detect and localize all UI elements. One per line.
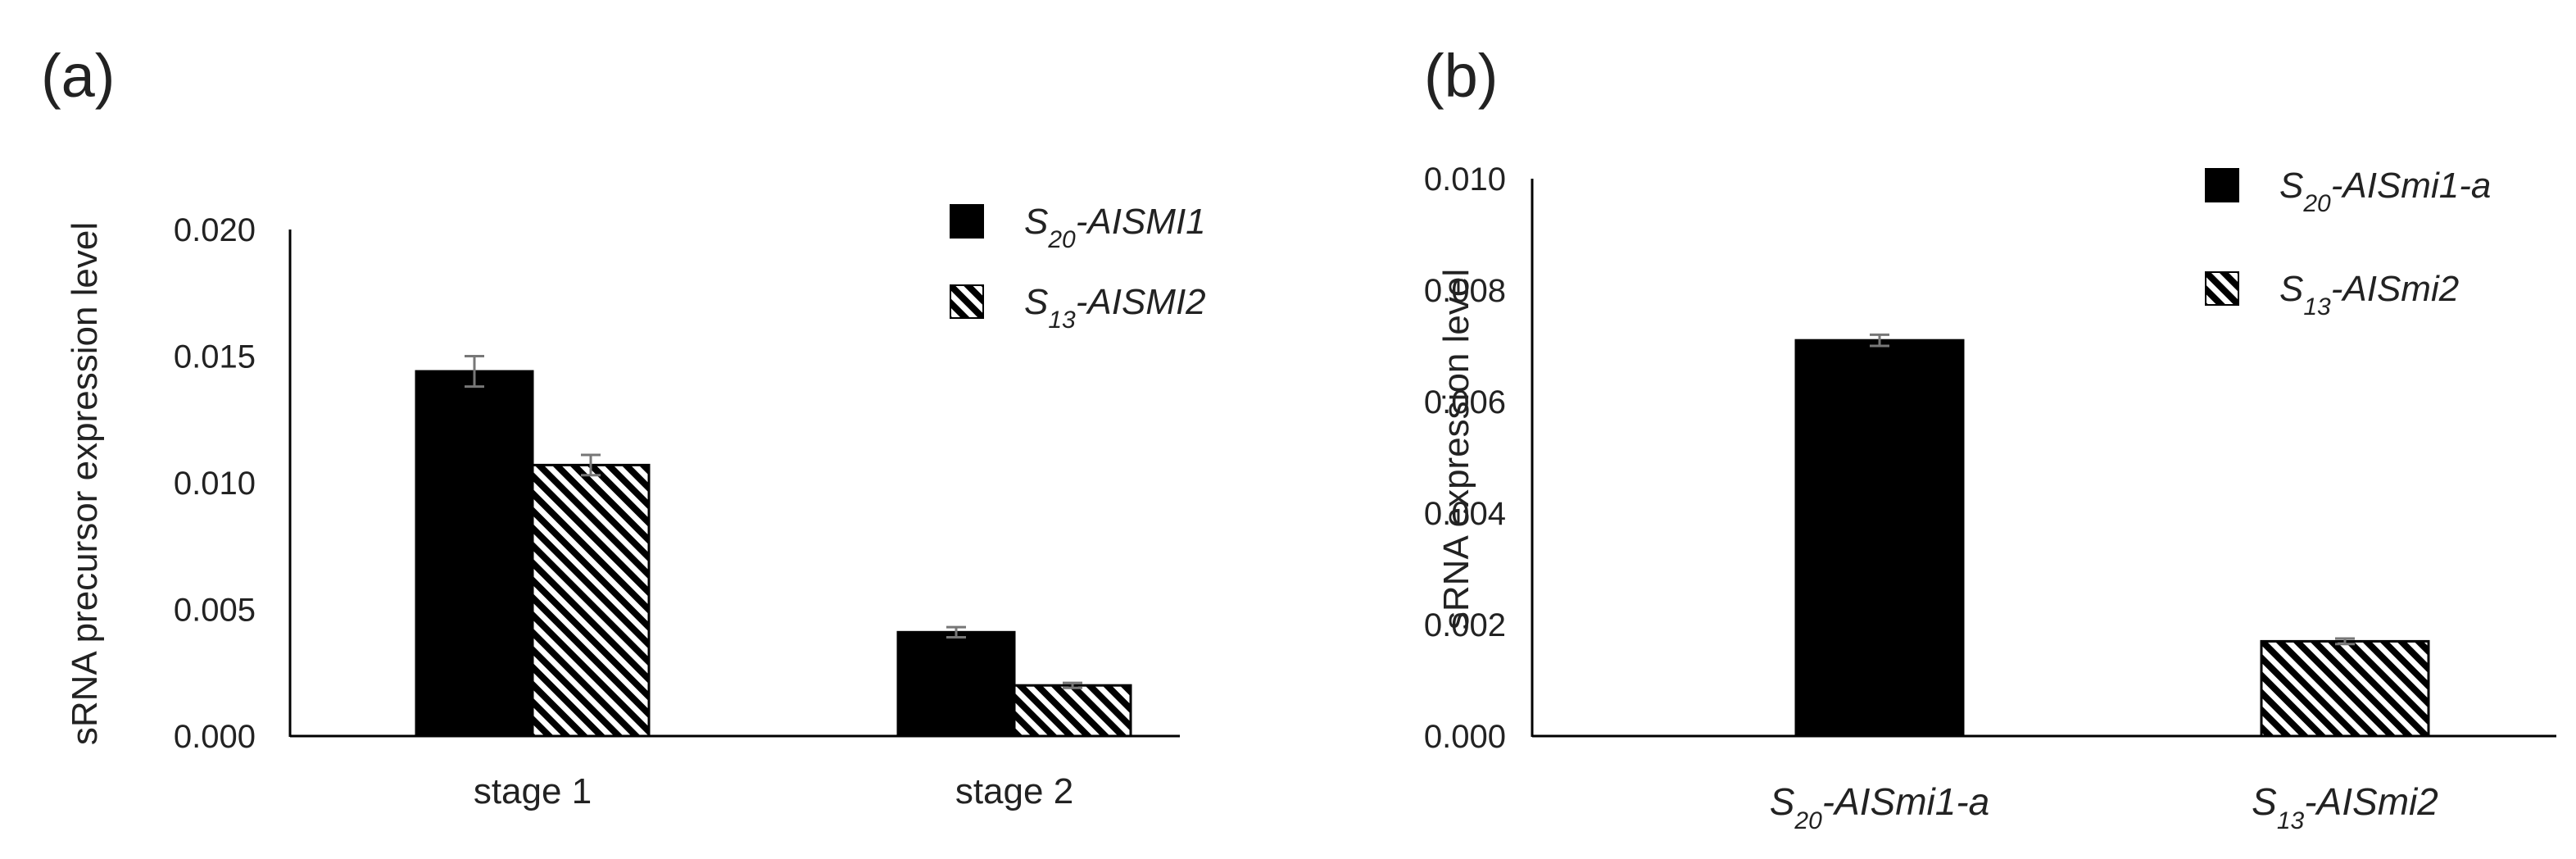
panel-b-y-axis-label: sRNA expression level <box>1436 269 1476 629</box>
panel-a-legend: S20-AISMI1 S13-AISMI2 <box>950 202 1206 334</box>
y-tick-label: 0.010 <box>1424 161 1506 198</box>
y-tick-label: 0.020 <box>174 212 256 248</box>
legend-label: S20-AISMI1 <box>1024 202 1206 253</box>
y-tick-label: 0.008 <box>1424 273 1506 309</box>
bar <box>1013 684 1132 738</box>
panel-a-y-axis-label: sRNA precursor expression level <box>65 222 105 745</box>
legend-swatch <box>2205 271 2239 306</box>
y-tick-label: 0.005 <box>174 593 256 629</box>
bar <box>531 463 651 738</box>
panel-b-bars <box>1794 333 2430 738</box>
panel-a: (a) sRNA precursor expression level 0.00… <box>41 42 1206 811</box>
panel-a-x-categories: stage 1 stage 2 <box>474 771 1073 811</box>
y-tick-label: 0.000 <box>174 719 256 755</box>
panel-a-bars <box>415 355 1132 738</box>
legend-label: S20-AISmi1-a <box>2279 166 2491 217</box>
legend-label: S13-AISmi2 <box>2279 269 2459 320</box>
x-category-label: S20-AISmi1-a <box>1770 780 1990 834</box>
panel-a-axes <box>288 230 1180 738</box>
panel-b: (b) sRNA expression level 0.0000.0020.00… <box>1424 42 2556 834</box>
x-category-label: stage 1 <box>474 771 592 811</box>
legend-swatch <box>2205 168 2239 202</box>
panel-a-letter: (a) <box>41 42 115 110</box>
panel-b-legend: S20-AISmi1-a S13-AISmi2 <box>2205 166 2491 320</box>
bar <box>896 630 1016 738</box>
y-tick-label: 0.006 <box>1424 384 1506 420</box>
panel-b-y-ticks: 0.000 0.002 0.004 0.006 0.008 0.010 <box>1424 161 1506 755</box>
legend-swatch <box>950 284 984 319</box>
bar <box>2260 639 2430 738</box>
x-category-label: S13-AISmi2 <box>2252 780 2438 834</box>
bar <box>415 370 534 738</box>
legend-label: S13-AISMI2 <box>1024 282 1206 334</box>
legend-swatch <box>950 204 984 239</box>
bar <box>1794 339 1965 738</box>
panel-b-letter: (b) <box>1424 42 1498 110</box>
y-tick-label: 0.004 <box>1424 496 1506 532</box>
panel-b-axes <box>1531 179 2556 738</box>
y-tick-label: 0.010 <box>174 466 256 502</box>
y-tick-label: 0.015 <box>174 339 256 375</box>
y-tick-label: 0.002 <box>1424 607 1506 643</box>
panel-b-x-categories: S20-AISmi1-a S13-AISmi2 <box>1770 780 2438 834</box>
x-category-label: stage 2 <box>955 771 1073 811</box>
y-tick-label: 0.000 <box>1424 719 1506 755</box>
panel-a-y-ticks: 0.000 0.005 0.010 0.015 0.020 <box>174 212 256 755</box>
